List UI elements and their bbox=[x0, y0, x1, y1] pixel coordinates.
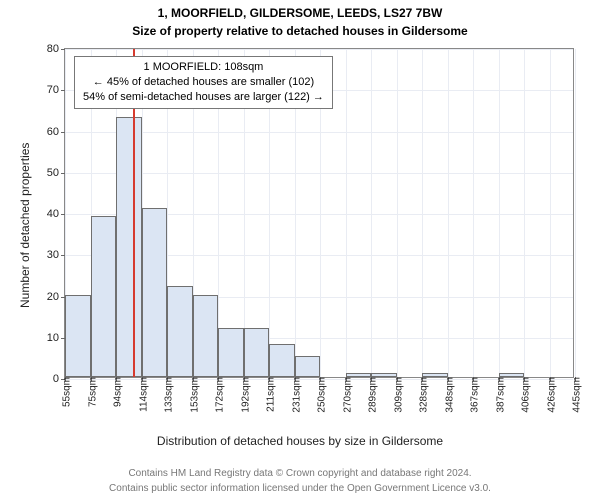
y-tick-label: 60 bbox=[47, 126, 65, 138]
y-tick-label: 80 bbox=[47, 43, 65, 55]
x-tick-label: 309sqm bbox=[389, 377, 404, 413]
grid-line-v bbox=[550, 49, 551, 377]
histogram-bar bbox=[91, 216, 117, 377]
chart-title-line1: 1, MOORFIELD, GILDERSOME, LEEDS, LS27 7B… bbox=[0, 6, 600, 20]
histogram-bar bbox=[116, 117, 142, 377]
x-tick-label: 192sqm bbox=[236, 377, 251, 413]
x-tick-label: 250sqm bbox=[313, 377, 328, 413]
grid-line-v bbox=[499, 49, 500, 377]
chart-title-line2: Size of property relative to detached ho… bbox=[0, 24, 600, 38]
footer-line2: Contains public sector information licen… bbox=[0, 483, 600, 494]
x-tick-label: 231sqm bbox=[287, 377, 302, 413]
x-tick-label: 75sqm bbox=[83, 377, 98, 407]
histogram-bar bbox=[167, 286, 193, 377]
annotation-line: 1 MOORFIELD: 108sqm bbox=[83, 60, 324, 75]
y-tick-label: 10 bbox=[47, 332, 65, 344]
x-tick-label: 348sqm bbox=[440, 377, 455, 413]
x-tick-label: 133sqm bbox=[160, 377, 175, 413]
x-tick-label: 387sqm bbox=[491, 377, 506, 413]
x-tick-label: 153sqm bbox=[185, 377, 200, 413]
y-tick-label: 40 bbox=[47, 208, 65, 220]
grid-line-v bbox=[575, 49, 576, 377]
x-tick-label: 289sqm bbox=[364, 377, 379, 413]
histogram-bar bbox=[346, 373, 372, 377]
y-tick-label: 70 bbox=[47, 84, 65, 96]
chart-container: { "chart": { "type": "histogram", "title… bbox=[0, 0, 600, 500]
histogram-bar bbox=[371, 373, 397, 377]
x-tick-label: 211sqm bbox=[262, 377, 277, 412]
histogram-bar bbox=[65, 295, 91, 378]
grid-line-v bbox=[422, 49, 423, 377]
grid-line-v bbox=[346, 49, 347, 377]
grid-line-v bbox=[524, 49, 525, 377]
x-axis-label: Distribution of detached houses by size … bbox=[0, 434, 600, 448]
x-tick-label: 445sqm bbox=[568, 377, 583, 413]
histogram-bar bbox=[295, 356, 321, 377]
histogram-bar bbox=[218, 328, 244, 378]
y-tick-label: 30 bbox=[47, 249, 65, 261]
x-tick-label: 172sqm bbox=[211, 377, 226, 413]
x-tick-label: 367sqm bbox=[466, 377, 481, 413]
x-tick-label: 406sqm bbox=[517, 377, 532, 413]
histogram-bar bbox=[142, 208, 168, 377]
grid-line-v bbox=[371, 49, 372, 377]
annotation-line: ← 45% of detached houses are smaller (10… bbox=[83, 75, 324, 90]
annotation-line: 54% of semi-detached houses are larger (… bbox=[83, 90, 324, 105]
annotation-box: 1 MOORFIELD: 108sqm← 45% of detached hou… bbox=[74, 56, 333, 109]
x-tick-label: 94sqm bbox=[109, 377, 124, 407]
grid-line-v bbox=[473, 49, 474, 377]
y-tick-label: 20 bbox=[47, 291, 65, 303]
histogram-bar bbox=[269, 344, 295, 377]
grid-line-v bbox=[397, 49, 398, 377]
x-tick-label: 328sqm bbox=[415, 377, 430, 413]
histogram-bar bbox=[244, 328, 270, 378]
histogram-bar bbox=[193, 295, 219, 378]
footer-line1: Contains HM Land Registry data © Crown c… bbox=[0, 468, 600, 479]
y-axis-label: Number of detached properties bbox=[18, 143, 32, 308]
x-tick-label: 114sqm bbox=[134, 377, 149, 412]
histogram-bar bbox=[499, 373, 525, 377]
x-tick-label: 270sqm bbox=[338, 377, 353, 413]
y-tick-label: 50 bbox=[47, 167, 65, 179]
x-tick-label: 55sqm bbox=[58, 377, 73, 407]
histogram-bar bbox=[422, 373, 448, 377]
x-tick-label: 426sqm bbox=[542, 377, 557, 413]
grid-line-v bbox=[448, 49, 449, 377]
